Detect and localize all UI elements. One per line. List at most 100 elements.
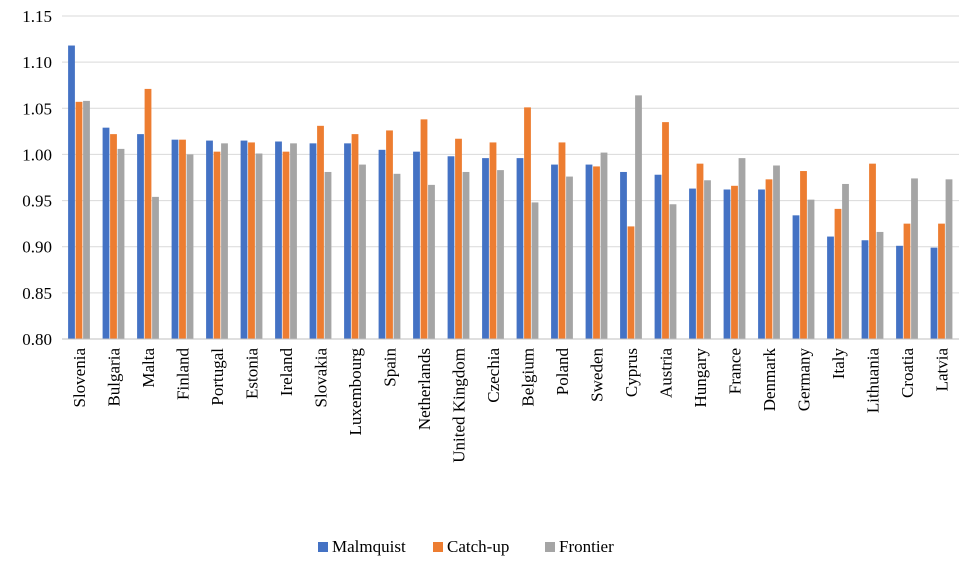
x-category-label: Malta (139, 348, 158, 388)
y-tick-label: 1.00 (22, 145, 52, 164)
x-category-label: Sweden (588, 348, 607, 402)
y-tick-label: 1.05 (22, 99, 52, 118)
x-category-label: France (726, 348, 745, 394)
x-category-label: Finland (174, 348, 193, 400)
bar-catch-up-luxembourg (351, 134, 359, 339)
bar-frontier-portugal (221, 143, 228, 339)
bar-catch-up-portugal (213, 151, 221, 339)
x-category-label: Poland (553, 348, 572, 396)
bar-catch-up-estonia (248, 142, 255, 339)
bar-malmquist-hungary (689, 188, 696, 339)
bar-malmquist-belgium (516, 158, 524, 339)
x-category-label: United Kingdom (450, 348, 469, 463)
x-category-label: Croatia (898, 348, 917, 398)
bar-frontier-slovakia (324, 171, 332, 339)
bar-malmquist-denmark (758, 189, 765, 339)
x-category-label: Lithuania (864, 348, 883, 414)
y-tick-label: 1.10 (22, 53, 52, 72)
x-category-label: Portugal (208, 348, 227, 406)
bar-catch-up-denmark (765, 179, 773, 339)
bar-malmquist-slovakia (309, 143, 317, 339)
bar-malmquist-poland (551, 164, 558, 339)
bar-malmquist-netherlands (413, 151, 420, 339)
bar-frontier-germany (807, 199, 815, 339)
x-category-label: Bulgaria (105, 348, 124, 407)
bar-catch-up-latvia (938, 223, 945, 339)
x-category-label: Austria (657, 348, 676, 399)
bar-catch-up-belgium (524, 107, 531, 339)
bar-malmquist-austria (654, 174, 662, 339)
x-category-label: Germany (795, 348, 814, 412)
bar-malmquist-luxembourg (344, 143, 351, 339)
x-category-label: Cyprus (622, 348, 641, 397)
x-category-label: Hungary (691, 348, 710, 408)
bar-frontier-estonia (255, 153, 263, 339)
bar-catch-up-spain (386, 130, 393, 339)
legend-swatch-catch-up (433, 542, 443, 552)
bar-catch-up-ireland (282, 151, 290, 339)
bar-frontier-spain (393, 173, 401, 339)
bar-catch-up-lithuania (869, 163, 876, 339)
bar-malmquist-spain (378, 149, 386, 339)
x-category-label: Czechia (484, 348, 503, 403)
bar-catch-up-hungary (696, 163, 704, 339)
bar-malmquist-finland (171, 139, 179, 339)
y-tick-label: 0.90 (22, 238, 52, 257)
bar-catch-up-slovakia (317, 125, 324, 339)
bar-catch-up-sweden (593, 166, 600, 339)
bars (68, 45, 953, 339)
bar-frontier-lithuania (876, 231, 884, 339)
y-tick-label: 0.80 (22, 330, 52, 349)
bar-malmquist-portugal (206, 140, 213, 339)
bar-catch-up-finland (179, 139, 186, 339)
x-category-label: Luxembourg (346, 348, 365, 436)
bar-frontier-poland (566, 176, 573, 339)
bar-frontier-austria (669, 204, 677, 339)
bar-catch-up-malta (144, 88, 152, 339)
bar-catch-up-czechia (489, 142, 497, 339)
x-category-label: Ireland (277, 348, 296, 397)
bar-frontier-sweden (600, 152, 608, 339)
bar-frontier-ireland (290, 143, 297, 339)
legend-label-malmquist: Malmquist (332, 537, 406, 556)
bar-frontier-france (738, 158, 746, 339)
x-category-label: Slovakia (312, 348, 331, 408)
bar-frontier-malta (152, 196, 159, 339)
bar-malmquist-france (723, 189, 731, 339)
bar-malmquist-lithuania (861, 240, 869, 339)
bar-malmquist-malta (137, 134, 144, 339)
y-tick-label: 0.95 (22, 192, 52, 211)
bar-malmquist-germany (792, 215, 800, 339)
bar-malmquist-czechia (482, 158, 489, 339)
y-tick-label: 1.15 (22, 7, 52, 26)
bar-malmquist-cyprus (620, 171, 627, 339)
x-axis-category-labels: Slovenia Bulgaria Malta Finland Portugal Esto… (70, 348, 952, 463)
bar-frontier-croatia (911, 178, 918, 339)
legend: Malmquist Catch-up Frontier (318, 537, 614, 556)
bar-frontier-cyprus (635, 95, 642, 339)
legend-label-catch-up: Catch-up (447, 537, 509, 556)
x-category-label: Italy (829, 348, 848, 380)
bar-frontier-belgium (531, 202, 539, 339)
bar-catch-up-croatia (903, 223, 911, 339)
bar-frontier-netherlands (428, 184, 435, 339)
bar-malmquist-latvia (930, 247, 938, 339)
x-category-label: Slovenia (70, 348, 89, 408)
bar-frontier-luxembourg (359, 164, 366, 339)
bar-frontier-bulgaria (117, 148, 125, 339)
x-category-label: Belgium (519, 348, 538, 407)
bar-frontier-finland (186, 154, 194, 339)
gridlines (62, 15, 959, 294)
bar-catch-up-italy (834, 208, 842, 339)
bar-catch-up-united-kingdom (455, 138, 462, 339)
bar-malmquist-bulgaria (102, 127, 110, 339)
bar-frontier-hungary (704, 180, 711, 339)
bar-catch-up-netherlands (420, 119, 428, 339)
bar-frontier-united-kingdom (462, 171, 470, 339)
bar-malmquist-italy (827, 236, 834, 339)
x-category-label: Estonia (243, 348, 262, 399)
bar-catch-up-cyprus (627, 226, 635, 339)
bar-malmquist-slovenia (68, 45, 75, 339)
x-category-label: Latvia (933, 348, 952, 392)
